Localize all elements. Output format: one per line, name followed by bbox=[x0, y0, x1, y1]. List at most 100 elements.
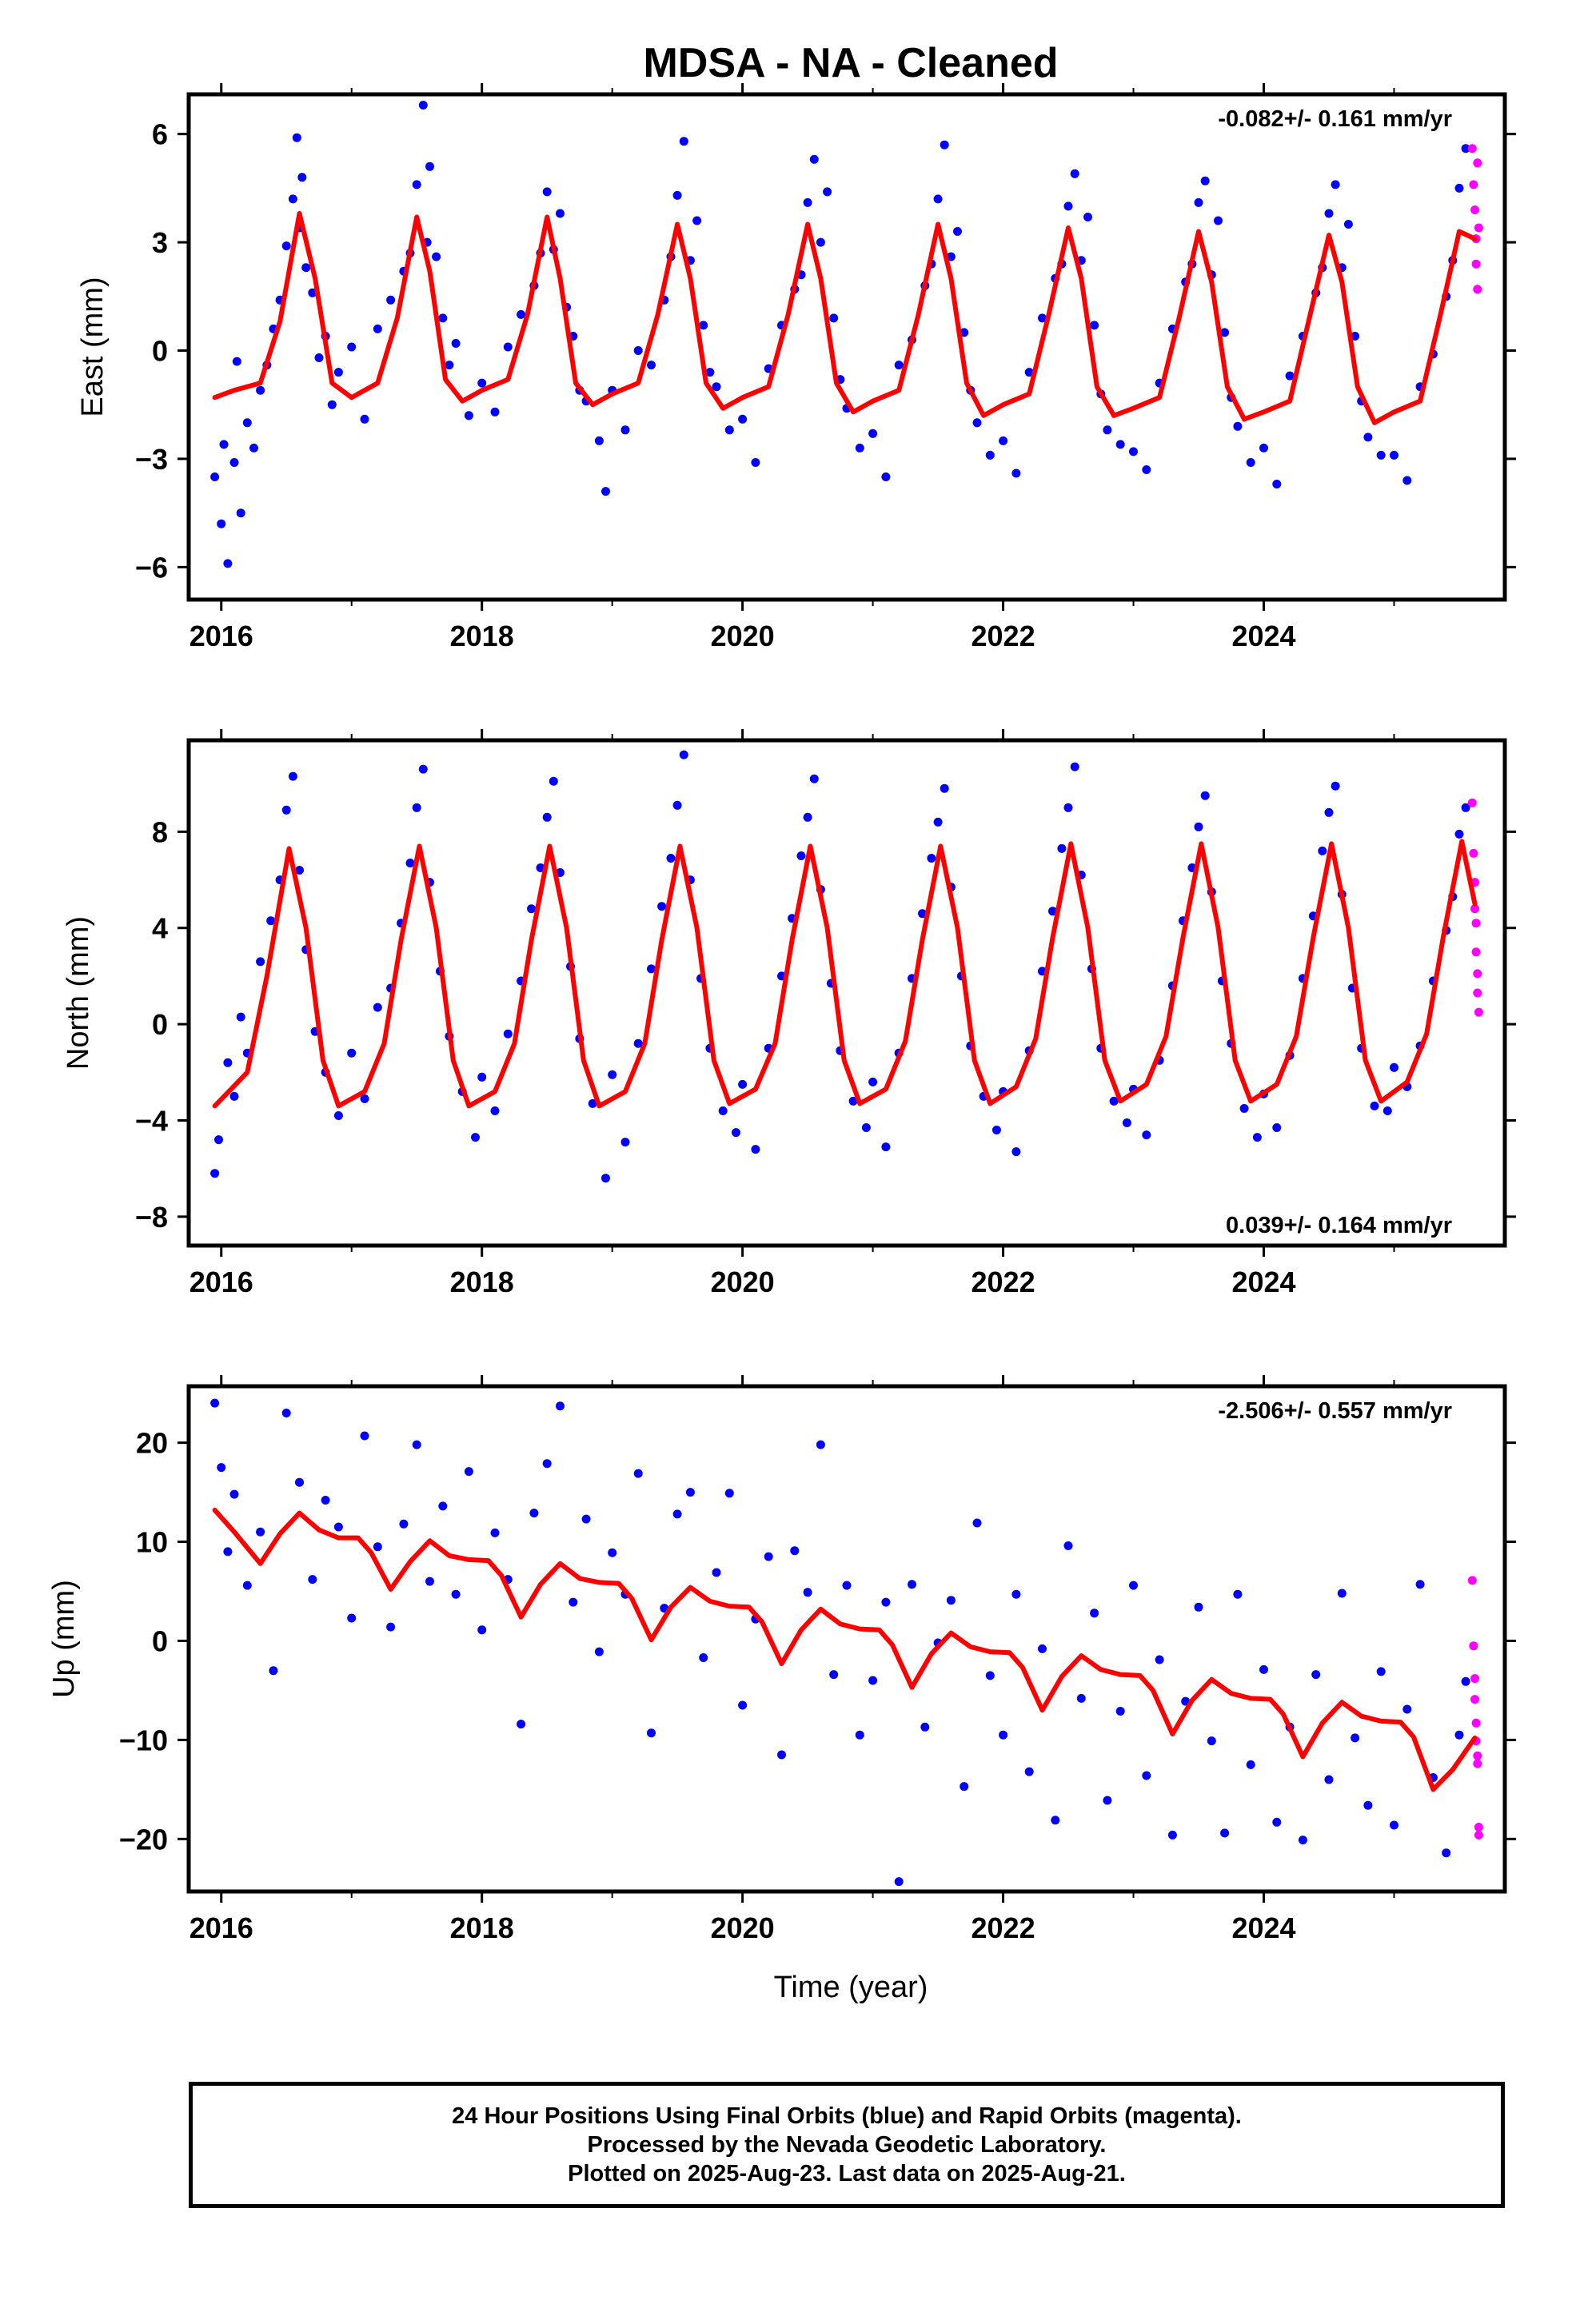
north-final-point bbox=[373, 1003, 382, 1012]
north-final-point bbox=[1382, 1106, 1392, 1115]
up-final-point bbox=[308, 1575, 317, 1585]
east-final-point bbox=[855, 443, 864, 452]
up-final-point bbox=[1259, 1664, 1268, 1674]
up-final-point bbox=[1076, 1693, 1086, 1703]
east-final-point bbox=[940, 140, 949, 149]
east-final-point bbox=[1103, 425, 1112, 435]
north-final-point bbox=[881, 1142, 891, 1152]
north-x-tick-label: 2016 bbox=[190, 1266, 253, 1298]
east-final-point bbox=[1083, 213, 1092, 221]
up-rapid-point bbox=[1470, 1695, 1479, 1704]
up-final-point bbox=[517, 1720, 526, 1729]
up-rapid-point bbox=[1474, 1823, 1483, 1832]
north-final-point bbox=[868, 1077, 878, 1086]
up-final-point bbox=[477, 1625, 487, 1635]
east-x-tick-label: 2020 bbox=[711, 620, 775, 652]
east-final-point bbox=[816, 237, 825, 247]
up-final-point bbox=[1363, 1800, 1373, 1810]
east-final-point bbox=[418, 101, 428, 110]
north-final-point bbox=[666, 854, 676, 863]
east-final-point bbox=[232, 357, 241, 366]
north-final-point bbox=[933, 817, 943, 827]
up-final-point bbox=[842, 1581, 852, 1590]
east-final-point bbox=[360, 414, 369, 424]
north-final-point bbox=[214, 1135, 223, 1145]
north-final-point bbox=[418, 764, 428, 774]
east-final-point bbox=[556, 209, 565, 218]
up-final-point bbox=[972, 1518, 982, 1528]
east-final-point bbox=[229, 458, 239, 467]
up-y-axis-label: Up (mm) bbox=[47, 1580, 81, 1698]
up-final-point bbox=[685, 1488, 695, 1497]
north-final-point bbox=[1370, 1101, 1379, 1110]
up-rapid-point bbox=[1467, 1576, 1477, 1585]
north-final-point bbox=[633, 1038, 643, 1048]
east-final-point bbox=[1351, 332, 1360, 341]
east-x-tick-label: 2024 bbox=[1231, 620, 1295, 652]
east-final-point bbox=[347, 342, 357, 352]
north-final-point bbox=[1070, 762, 1079, 771]
east-final-point bbox=[1233, 421, 1243, 431]
east-final-point bbox=[933, 194, 943, 204]
up-final-point bbox=[229, 1489, 239, 1499]
east-final-point bbox=[425, 161, 434, 171]
north-rapid-point bbox=[1470, 904, 1479, 914]
north-final-point bbox=[1331, 781, 1340, 791]
up-final-point bbox=[1103, 1796, 1112, 1805]
east-final-point bbox=[333, 368, 343, 377]
up-final-point bbox=[464, 1467, 473, 1477]
up-final-point bbox=[881, 1597, 891, 1607]
east-final-point bbox=[1402, 476, 1412, 485]
north-final-point bbox=[477, 1072, 487, 1082]
up-final-point bbox=[1337, 1589, 1347, 1598]
up-final-point bbox=[581, 1514, 591, 1524]
north-final-point bbox=[1318, 846, 1327, 855]
up-final-point bbox=[490, 1528, 500, 1537]
up-x-tick-label: 2024 bbox=[1231, 1911, 1295, 1944]
north-final-point bbox=[601, 1174, 610, 1183]
up-final-point bbox=[1142, 1771, 1151, 1780]
east-final-point bbox=[1214, 216, 1223, 225]
east-final-point bbox=[1363, 433, 1373, 442]
up-final-point bbox=[1415, 1580, 1425, 1589]
up-final-point bbox=[1051, 1816, 1060, 1825]
caption-box: 24 Hour Positions Using Final Orbits (bl… bbox=[189, 2082, 1505, 2208]
up-final-point bbox=[1272, 1817, 1282, 1827]
east-final-point bbox=[292, 133, 301, 142]
east-final-point bbox=[1454, 183, 1464, 193]
east-final-point bbox=[503, 342, 513, 352]
up-final-point bbox=[608, 1548, 617, 1557]
north-final-point bbox=[236, 1012, 245, 1022]
up-rapid-point bbox=[1471, 1718, 1481, 1728]
up-final-point bbox=[217, 1463, 226, 1473]
north-rapid-point bbox=[1471, 947, 1481, 957]
east-final-point bbox=[1390, 450, 1398, 460]
up-final-point bbox=[855, 1730, 864, 1740]
north-final-point bbox=[1454, 829, 1464, 839]
north-final-point bbox=[1011, 1147, 1021, 1157]
up-y-tick-label: −20 bbox=[119, 1823, 168, 1856]
up-final-point bbox=[451, 1589, 461, 1599]
north-final-point bbox=[223, 1058, 233, 1067]
north-final-point bbox=[588, 1098, 597, 1108]
up-final-point bbox=[223, 1547, 233, 1557]
east-final-point bbox=[829, 313, 839, 323]
up-final-point bbox=[1220, 1828, 1230, 1838]
up-final-point bbox=[764, 1552, 773, 1561]
east-final-point bbox=[809, 154, 819, 164]
east-final-point bbox=[517, 309, 526, 319]
north-final-point bbox=[751, 1145, 760, 1154]
up-final-point bbox=[1207, 1736, 1216, 1746]
north-final-point bbox=[229, 1091, 239, 1101]
east-final-point bbox=[679, 137, 688, 146]
east-final-point bbox=[1259, 443, 1268, 452]
east-final-point bbox=[1115, 440, 1125, 449]
east-final-point bbox=[432, 252, 441, 261]
east-final-point bbox=[712, 382, 721, 392]
up-final-point bbox=[699, 1653, 708, 1662]
up-final-point bbox=[1090, 1608, 1099, 1618]
north-final-point bbox=[1109, 1096, 1119, 1106]
east-final-point bbox=[249, 443, 258, 452]
up-model-line bbox=[212, 1507, 1478, 1792]
